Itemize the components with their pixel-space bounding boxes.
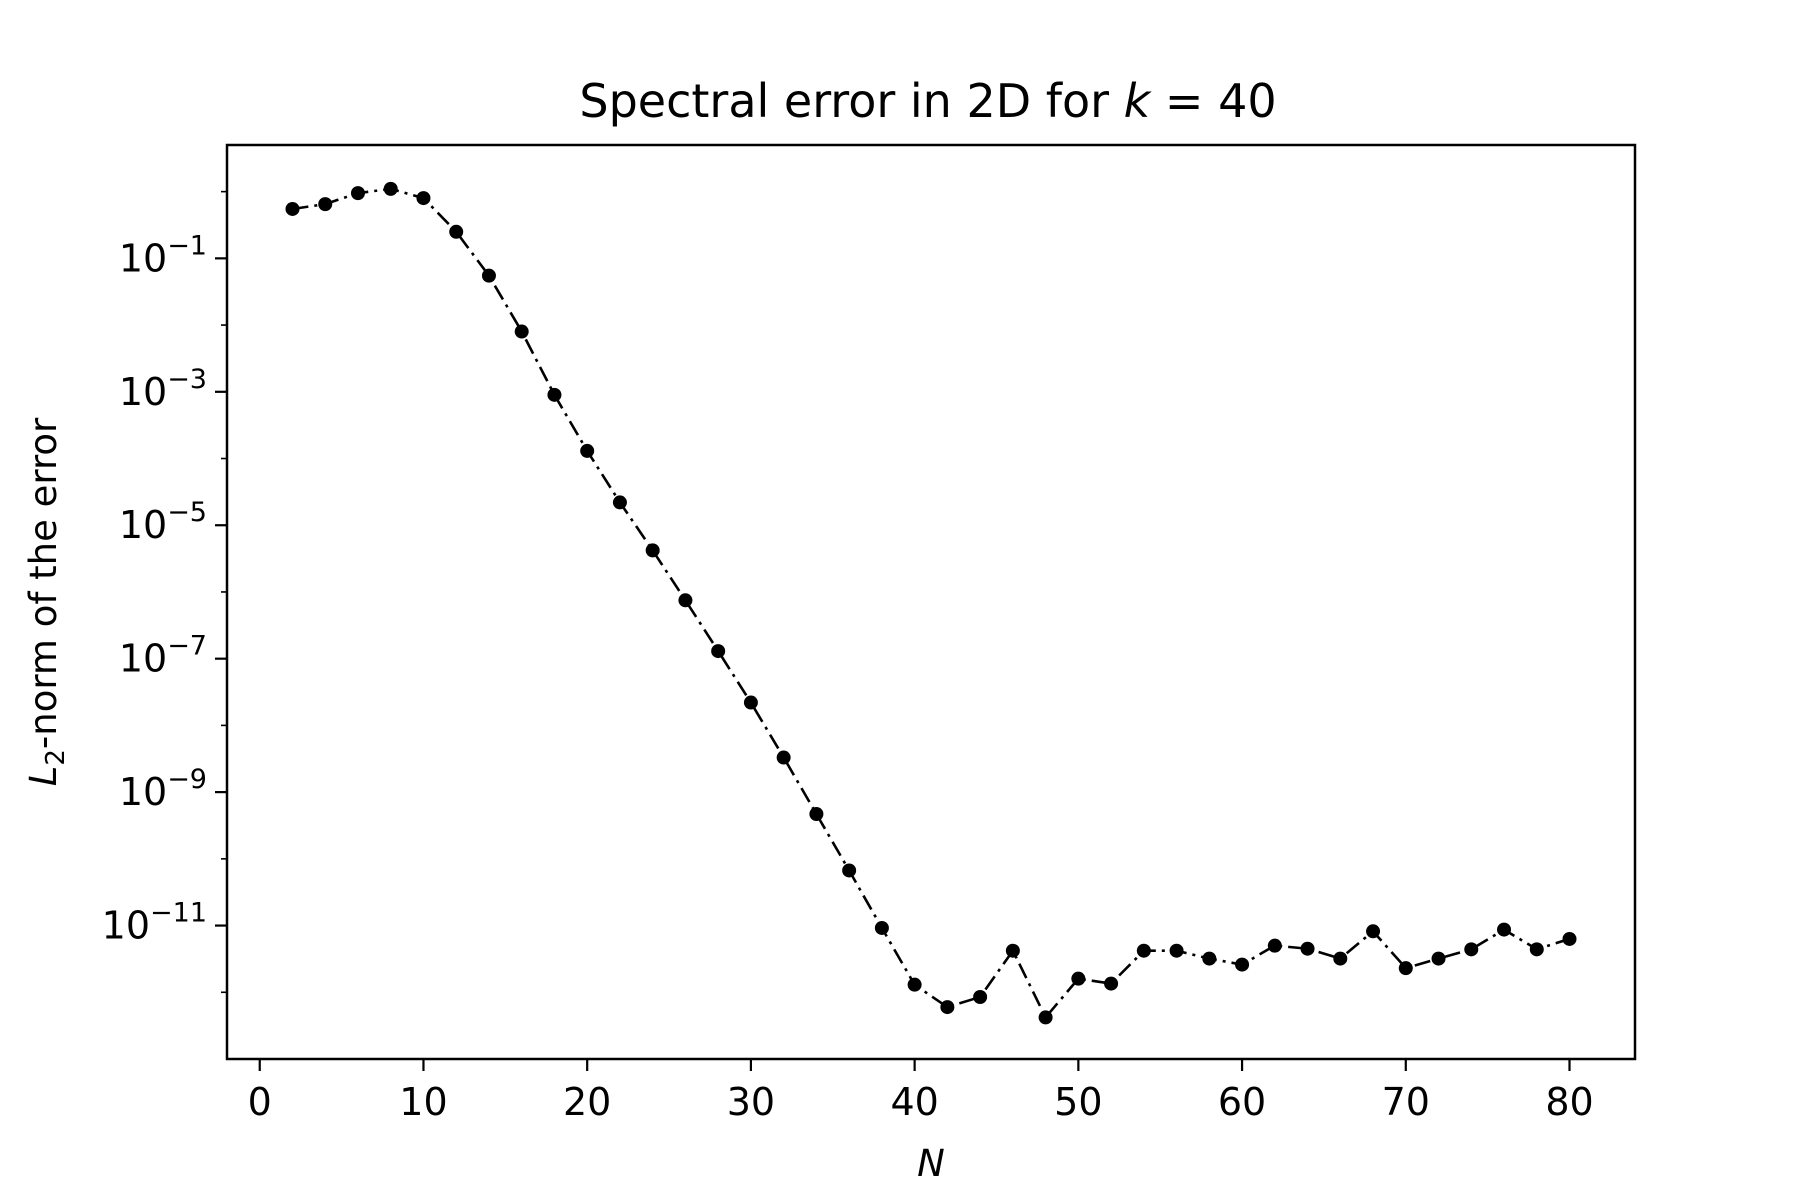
x-tick-label: 10 xyxy=(399,1080,447,1124)
data-point xyxy=(1431,951,1446,966)
data-series xyxy=(285,181,1577,1025)
data-point xyxy=(1104,976,1119,991)
data-point xyxy=(678,593,693,608)
data-point xyxy=(973,989,988,1004)
x-axis-ticks: 0 10 20 30 40 50 60 70 80 xyxy=(248,1059,1594,1124)
x-tick-label: 20 xyxy=(563,1080,611,1124)
data-point xyxy=(743,695,758,710)
data-point xyxy=(874,920,889,935)
data-point xyxy=(514,324,529,339)
data-point xyxy=(1464,942,1479,957)
data-point xyxy=(711,644,726,659)
data-point xyxy=(285,201,300,216)
data-point xyxy=(1562,931,1577,946)
data-point xyxy=(1398,961,1413,976)
data-point xyxy=(481,268,496,283)
data-point xyxy=(1366,924,1381,939)
series-line xyxy=(292,187,1570,1019)
data-point xyxy=(842,863,857,878)
data-point xyxy=(1333,951,1348,966)
data-point xyxy=(350,186,365,201)
data-point xyxy=(612,495,627,510)
data-point xyxy=(907,977,922,992)
y-axis-label: L2-norm of the error xyxy=(22,417,71,786)
data-point xyxy=(1497,922,1512,937)
x-tick-label: 80 xyxy=(1545,1080,1593,1124)
data-point xyxy=(449,224,464,239)
data-point xyxy=(383,181,398,196)
data-point xyxy=(1529,942,1544,957)
y-tick-label: 10−5 xyxy=(119,497,207,547)
data-point xyxy=(1038,1010,1053,1025)
x-tick-label: 50 xyxy=(1054,1080,1102,1124)
x-tick-label: 30 xyxy=(727,1080,775,1124)
y-tick-label: 10−7 xyxy=(119,631,207,681)
data-point xyxy=(809,806,824,821)
y-tick-label: 10−11 xyxy=(102,898,207,948)
data-point xyxy=(1267,938,1282,953)
x-tick-label: 40 xyxy=(890,1080,938,1124)
data-point xyxy=(318,197,333,212)
plot-frame xyxy=(225,143,1637,1061)
x-tick-label: 70 xyxy=(1382,1080,1430,1124)
data-point xyxy=(547,387,562,402)
y-tick-label: 10−1 xyxy=(119,230,207,280)
data-point xyxy=(1136,943,1151,958)
data-point xyxy=(940,1000,955,1015)
data-point xyxy=(1071,971,1086,986)
chart-title: Spectral error in 2D for k = 40 xyxy=(579,74,1276,128)
data-point xyxy=(1005,943,1020,958)
y-tick-label: 10−3 xyxy=(119,364,207,414)
data-point xyxy=(416,191,431,206)
data-point xyxy=(1300,941,1315,956)
y-axis-ticks: 10−1 10−3 10−5 10−7 10−9 10−11 xyxy=(102,190,227,994)
y-tick-label: 10−9 xyxy=(119,764,207,814)
data-point xyxy=(1235,957,1250,972)
x-tick-label: 0 xyxy=(248,1080,272,1124)
data-point xyxy=(1202,951,1217,966)
data-point xyxy=(645,543,660,558)
data-point xyxy=(1169,943,1184,958)
data-point xyxy=(580,443,595,458)
data-point xyxy=(776,750,791,765)
x-axis-label: N xyxy=(917,1142,945,1185)
x-tick-label: 60 xyxy=(1218,1080,1266,1124)
